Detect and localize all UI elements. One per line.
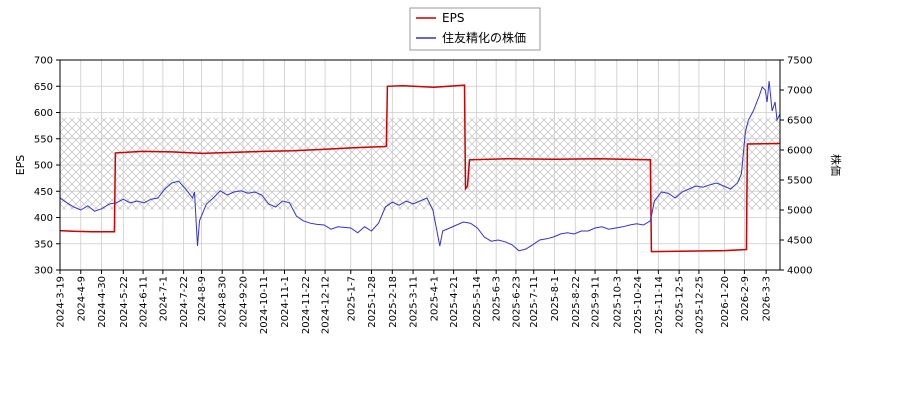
x-tick-label: 2025-3-11 bbox=[409, 276, 420, 328]
y-axis-right-title: 株価 bbox=[829, 154, 843, 176]
y-axis-left-title: EPS bbox=[14, 155, 27, 176]
x-tick-label: 2024-3-19 bbox=[56, 276, 67, 328]
x-tick-label: 2024-5-22 bbox=[119, 276, 130, 328]
x-tick-label: 2026-2-9 bbox=[740, 276, 751, 321]
x-tick-label: 2025-8-22 bbox=[571, 276, 582, 328]
y-left-tick-label: 450 bbox=[34, 187, 53, 198]
x-tick-label: 2025-12-25 bbox=[694, 276, 705, 334]
legend-eps-label: EPS bbox=[442, 11, 464, 25]
y-left-tick-label: 550 bbox=[34, 134, 53, 145]
stock-price-series-line bbox=[59, 80, 781, 252]
x-tick-label: 2025-6-3 bbox=[492, 276, 503, 321]
x-tick-label: 2025-2-18 bbox=[388, 276, 399, 328]
x-tick-label: 2024-11-1 bbox=[280, 276, 291, 328]
x-tick-label: 2025-7-11 bbox=[529, 276, 540, 328]
x-tick-label: 2024-10-11 bbox=[259, 276, 270, 334]
x-tick-label: 2024-7-1 bbox=[158, 276, 169, 321]
x-tick-label: 2026-3-3 bbox=[762, 276, 773, 321]
x-tick-label: 2025-10-3 bbox=[612, 276, 623, 328]
x-tick-label: 2025-11-14 bbox=[654, 276, 665, 334]
x-tick-label: 2025-4-1 bbox=[429, 276, 440, 321]
y-right-tick-label: 6500 bbox=[787, 116, 812, 127]
x-tick-label: 2024-12-12 bbox=[321, 276, 332, 334]
y-left-tick-label: 400 bbox=[34, 213, 53, 224]
x-tick-label: 2025-6-23 bbox=[511, 276, 522, 328]
x-tick-label: 2025-12-5 bbox=[675, 276, 686, 328]
y-right-tick-label: 5000 bbox=[787, 206, 812, 217]
x-tick-label: 2024-4-9 bbox=[76, 276, 87, 321]
y-right-tick-label: 7500 bbox=[787, 56, 812, 67]
x-tick-label: 2025-10-24 bbox=[633, 276, 644, 334]
x-tick-label: 2025-8-1 bbox=[550, 276, 561, 321]
legend-price-label: 住友精化の株価 bbox=[442, 30, 526, 45]
y-left-tick-label: 600 bbox=[34, 108, 53, 119]
eps-series-line bbox=[59, 84, 781, 253]
y-left-tick-label: 500 bbox=[34, 161, 53, 172]
x-tick-label: 2024-8-30 bbox=[218, 276, 229, 328]
y-right-tick-label: 7000 bbox=[787, 86, 812, 97]
x-tick-label: 2024-8-9 bbox=[197, 276, 208, 321]
y-left-tick-label: 650 bbox=[34, 82, 53, 93]
x-tick-label: 2026-1-20 bbox=[720, 276, 731, 328]
x-tick-label: 2024-4-30 bbox=[97, 276, 108, 328]
y-right-tick-label: 4000 bbox=[787, 266, 812, 277]
y-right-tick-label: 5500 bbox=[787, 176, 812, 187]
x-tick-label: 2025-1-28 bbox=[367, 276, 378, 328]
y-right-tick-label: 6000 bbox=[787, 146, 812, 157]
x-tick-label: 2024-9-20 bbox=[238, 276, 249, 328]
x-tick-label: 2024-7-22 bbox=[179, 276, 190, 328]
y-left-tick-label: 350 bbox=[34, 239, 53, 250]
plot-area bbox=[59, 59, 781, 271]
x-tick-label: 2025-5-14 bbox=[472, 276, 483, 328]
x-tick-label: 2024-11-22 bbox=[301, 276, 312, 334]
y-left-tick-label: 700 bbox=[34, 56, 53, 67]
legend-box bbox=[409, 7, 541, 51]
legend: EPS 住友精化の株価 bbox=[409, 7, 541, 51]
axes: 300 350 400 450 500 550 600 650 700 4000 4500 5000 5… bbox=[34, 56, 813, 335]
y-left-tick-label: 300 bbox=[34, 266, 53, 277]
x-tick-label: 2025-9-11 bbox=[591, 276, 602, 328]
x-tick-label: 2025-4-21 bbox=[449, 276, 460, 328]
x-tick-label: 2025-1-7 bbox=[346, 276, 357, 321]
y-right-tick-label: 4500 bbox=[787, 236, 812, 247]
x-tick-label: 2024-6-11 bbox=[139, 276, 150, 328]
